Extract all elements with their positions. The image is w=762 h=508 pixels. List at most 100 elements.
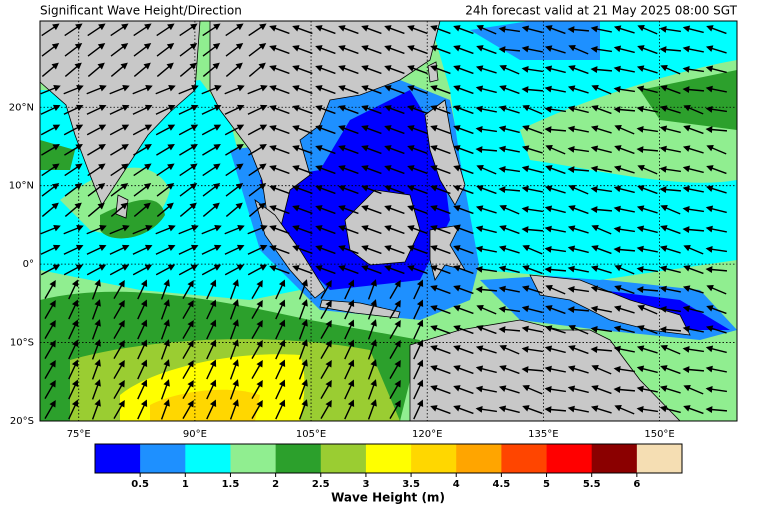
arrow: [475, 405, 498, 413]
arrow: [705, 406, 728, 413]
arrow: [521, 25, 543, 34]
arrow: [292, 85, 313, 95]
arrow: [361, 105, 382, 115]
arrow: [86, 244, 107, 255]
arrow: [132, 104, 153, 115]
arrow: [544, 406, 567, 413]
arrow: [338, 145, 359, 155]
arrow: [109, 225, 130, 235]
arrow: [133, 23, 152, 37]
arrow: [338, 85, 359, 95]
arrow: [91, 339, 101, 360]
colorbar-bin: [185, 444, 231, 473]
arrow: [567, 306, 590, 313]
arrow: [636, 205, 658, 214]
arrow: [636, 65, 658, 74]
arrow: [182, 360, 194, 380]
land-india: [40, 21, 201, 206]
arrow: [407, 225, 428, 235]
arrow: [269, 85, 290, 95]
arrow: [206, 339, 217, 360]
arrow: [269, 205, 290, 215]
arrow: [613, 25, 635, 34]
arrow: [521, 86, 544, 93]
arrow: [338, 65, 359, 75]
arrow: [590, 206, 613, 213]
arrow: [344, 299, 355, 320]
arrow: [229, 359, 239, 380]
arrow: [430, 265, 451, 275]
arrow: [498, 326, 521, 333]
arrow: [567, 125, 589, 133]
arrow: [413, 299, 424, 320]
arrow: [660, 64, 681, 75]
arrow: [361, 145, 382, 155]
arrow: [590, 325, 613, 333]
colorbar-bin: [546, 444, 592, 473]
arrow: [202, 144, 221, 156]
arrow: [476, 24, 497, 35]
arrow: [251, 300, 263, 320]
colorbar-tick-label: 0.5: [131, 479, 149, 490]
arrow: [590, 305, 612, 313]
arrow: [160, 379, 170, 400]
arrow: [315, 65, 336, 75]
arrow: [522, 265, 543, 275]
arrow: [275, 299, 286, 320]
arrow: [499, 64, 520, 75]
arrow: [384, 165, 405, 175]
arrow: [682, 345, 705, 353]
colorbar-tick-label: 1: [182, 479, 189, 490]
colorbar-tick-label: 5.5: [583, 479, 601, 490]
arrow: [659, 25, 682, 33]
arrow: [705, 325, 727, 334]
arrow: [178, 85, 199, 95]
arrow: [545, 284, 566, 295]
arrow: [407, 85, 428, 95]
colorbar-bin: [140, 444, 186, 473]
arrow: [160, 359, 170, 380]
arrow: [367, 399, 377, 420]
arrow: [292, 25, 313, 35]
arrow: [521, 226, 544, 233]
arrow: [315, 45, 336, 55]
arrow: [315, 105, 336, 115]
arrow: [682, 45, 704, 53]
arrow: [44, 320, 56, 340]
arrow: [292, 265, 313, 275]
arrow: [361, 165, 382, 175]
arrow: [86, 264, 107, 276]
arrow: [475, 245, 497, 253]
arrow: [269, 25, 290, 35]
arrow: [430, 405, 451, 415]
arrow: [109, 85, 130, 95]
arrow: [659, 405, 681, 414]
arrow: [660, 204, 681, 215]
arrow: [475, 105, 497, 113]
arrow: [498, 265, 520, 274]
arrow: [251, 280, 263, 300]
arrow: [113, 400, 125, 420]
wave-region: [640, 70, 737, 130]
arrow: [613, 225, 636, 233]
lat-tick-label: 20°S: [10, 416, 34, 427]
arrow: [613, 85, 636, 93]
arrow: [41, 144, 60, 156]
arrow: [155, 124, 176, 136]
arrow: [338, 165, 359, 175]
arrow: [156, 23, 175, 37]
arrow: [179, 202, 197, 217]
arrow: [63, 225, 84, 235]
colorbar-bin: [275, 444, 322, 473]
arrow: [591, 105, 612, 115]
land-australia: [409, 319, 681, 421]
arrow: [659, 305, 682, 313]
arrow: [156, 163, 175, 177]
arrow: [156, 144, 175, 156]
colorbar: 0.5 1 1.5 2 2.5 3 3.5 4 4.5 5 5.5 6: [94, 443, 683, 490]
arrow: [590, 45, 613, 53]
arrow: [413, 359, 424, 380]
arrow: [44, 280, 56, 300]
arrow: [636, 286, 659, 293]
arrow: [389, 400, 401, 420]
